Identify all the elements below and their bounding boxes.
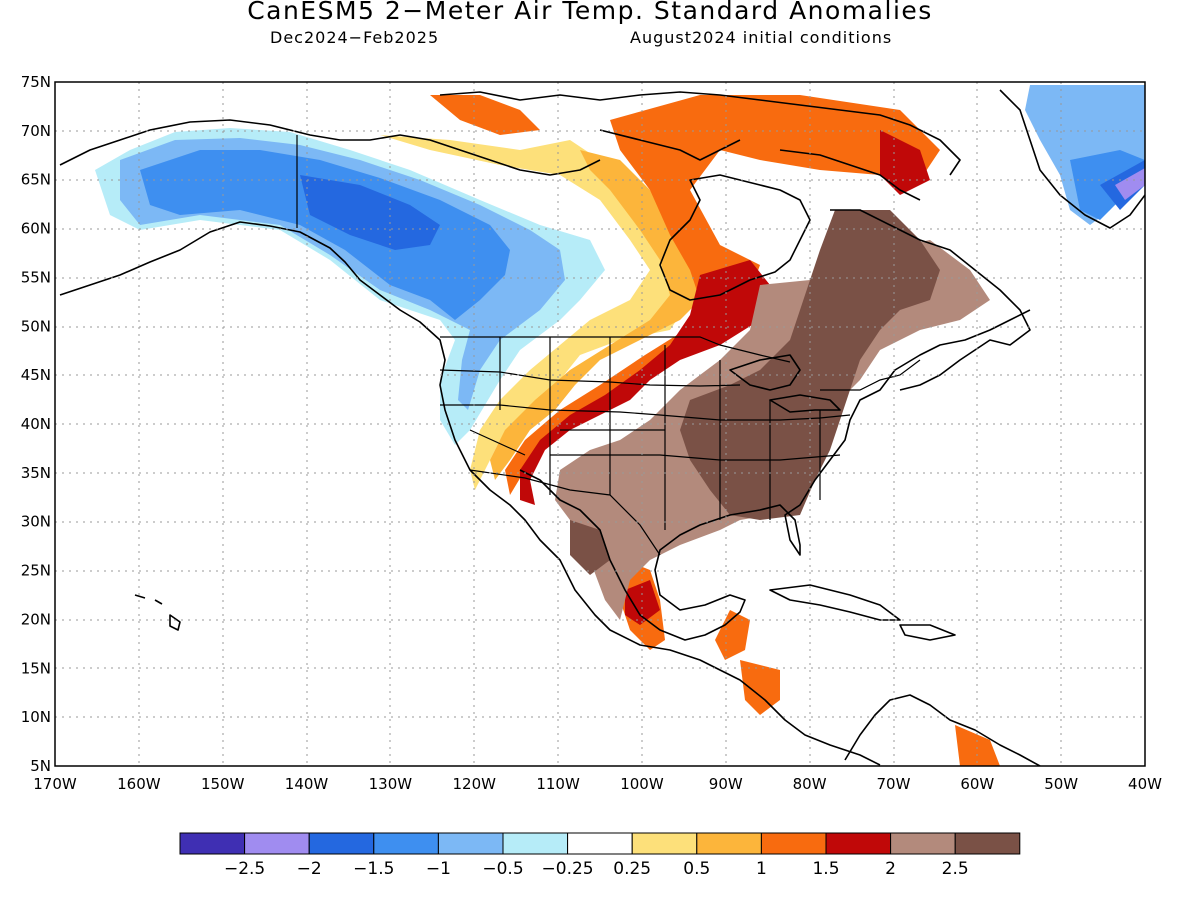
lat-tick-label: 55N: [21, 268, 51, 286]
colorbar-swatch: [954, 832, 1021, 855]
colorbar-label: −2.5: [224, 859, 265, 879]
latitude-labels: 75N 70N 65N 60N 55N 50N 45N 40N 35N 30N 25N 20N 15N 1…: [21, 73, 51, 775]
hispaniola: [899, 624, 956, 641]
warm-anomaly-moderate-region: [490, 150, 710, 480]
colorbar-swatch: [244, 832, 310, 855]
lat-tick-label: 65N: [21, 171, 51, 189]
colorbar-label: −0.25: [542, 859, 594, 879]
colorbar-swatch: [437, 832, 504, 855]
colorbar-label: −0.5: [482, 859, 523, 879]
cold-anomaly-strong-region: [140, 150, 510, 320]
lat-tick-label: 60N: [21, 220, 51, 238]
great-lakes: [729, 354, 841, 413]
colorbar-swatch: [696, 832, 762, 855]
colorbar: −2.5 −2 −1.5 −1 −0.5 −0.25 0.25 0.5 1 1.5 2 2.5: [179, 832, 1021, 879]
colorbar-label: 0.25: [613, 859, 651, 879]
warm-anomaly-strong-region: [430, 95, 1000, 766]
lon-tick-label: 130W: [369, 775, 413, 793]
lat-tick-label: 5N: [30, 757, 51, 775]
greenland-coast: [999, 89, 1145, 229]
lon-tick-label: 60W: [960, 775, 994, 793]
colorbar-swatch: [760, 832, 827, 855]
lon-tick-label: 160W: [117, 775, 161, 793]
forecast-period: Dec2024−Feb2025: [270, 28, 440, 47]
lon-tick-label: 40W: [1128, 775, 1162, 793]
lon-tick-label: 140W: [285, 775, 329, 793]
warm-anomaly-maximum-region: [570, 210, 940, 575]
colorbar-swatch: [890, 832, 956, 855]
north-america-coastline: [59, 221, 881, 766]
lat-tick-label: 40N: [21, 415, 51, 433]
colorbar-swatch: [825, 832, 892, 855]
colorbar-swatch: [567, 832, 633, 855]
warm-anomaly-light-region: [380, 135, 690, 490]
lon-tick-label: 120W: [452, 775, 496, 793]
colorbar-swatch: [502, 832, 569, 855]
hudson-bay: [659, 174, 811, 301]
gulf-coast: [519, 309, 1031, 641]
lat-tick-label: 10N: [21, 708, 51, 726]
lon-tick-label: 170W: [33, 775, 77, 793]
longitude-labels: 170W 160W 150W 140W 130W 120W 110W 100W 90W 80W 70…: [33, 775, 1162, 793]
colorbar-swatch: [373, 832, 439, 855]
colorbar-label: 0.5: [683, 859, 710, 879]
us-state-lines: [439, 337, 851, 530]
lat-tick-label: 15N: [21, 659, 51, 677]
map-title: CanESM5 2−Meter Air Temp. Standard Anoma…: [247, 0, 933, 25]
colorbar-label: 2.5: [942, 859, 969, 879]
lon-tick-label: 150W: [201, 775, 245, 793]
anomaly-shading: [95, 85, 1145, 766]
initial-conditions: August2024 initial conditions: [630, 28, 893, 47]
lat-tick-label: 75N: [21, 73, 51, 91]
colorbar-label: 1.5: [812, 859, 839, 879]
arctic-islands: [439, 91, 961, 201]
colorbar-label: −1: [426, 859, 451, 879]
lon-tick-label: 100W: [620, 775, 664, 793]
lon-tick-label: 110W: [536, 775, 580, 793]
coastlines: [59, 89, 1145, 766]
lat-tick-label: 70N: [21, 122, 51, 140]
colorbar-label: −1.5: [353, 859, 394, 879]
greenland-cold-extreme-region: [1115, 168, 1145, 200]
lon-tick-label: 90W: [709, 775, 743, 793]
colorbar-label: 1: [756, 859, 767, 879]
lon-tick-label: 80W: [793, 775, 827, 793]
hawaii: [134, 594, 181, 631]
cuba: [769, 584, 901, 621]
lat-tick-label: 25N: [21, 562, 51, 580]
colorbar-label: 2: [885, 859, 896, 879]
colorbar-label: −2: [297, 859, 322, 879]
arctic-coast: [59, 119, 601, 176]
lat-tick-label: 50N: [21, 317, 51, 335]
colorbar-swatch: [308, 832, 375, 855]
lat-tick-label: 35N: [21, 464, 51, 482]
south-america-coast: [844, 694, 1041, 766]
lat-tick-label: 45N: [21, 366, 51, 384]
lat-tick-label: 30N: [21, 513, 51, 531]
lat-tick-label: 20N: [21, 610, 51, 628]
colorbar-swatch: [179, 832, 246, 855]
lon-tick-label: 50W: [1044, 775, 1078, 793]
lon-tick-label: 70W: [877, 775, 911, 793]
cold-anomaly-stronger-region: [300, 175, 440, 250]
labrador-coast: [830, 209, 1031, 391]
map-frame: [54, 81, 1146, 767]
us-mexico-border: [469, 469, 661, 556]
political-borders: [296, 135, 921, 556]
graticule: [55, 82, 1145, 766]
colorbar-swatch: [631, 832, 698, 855]
us-canada-border: [440, 336, 921, 391]
